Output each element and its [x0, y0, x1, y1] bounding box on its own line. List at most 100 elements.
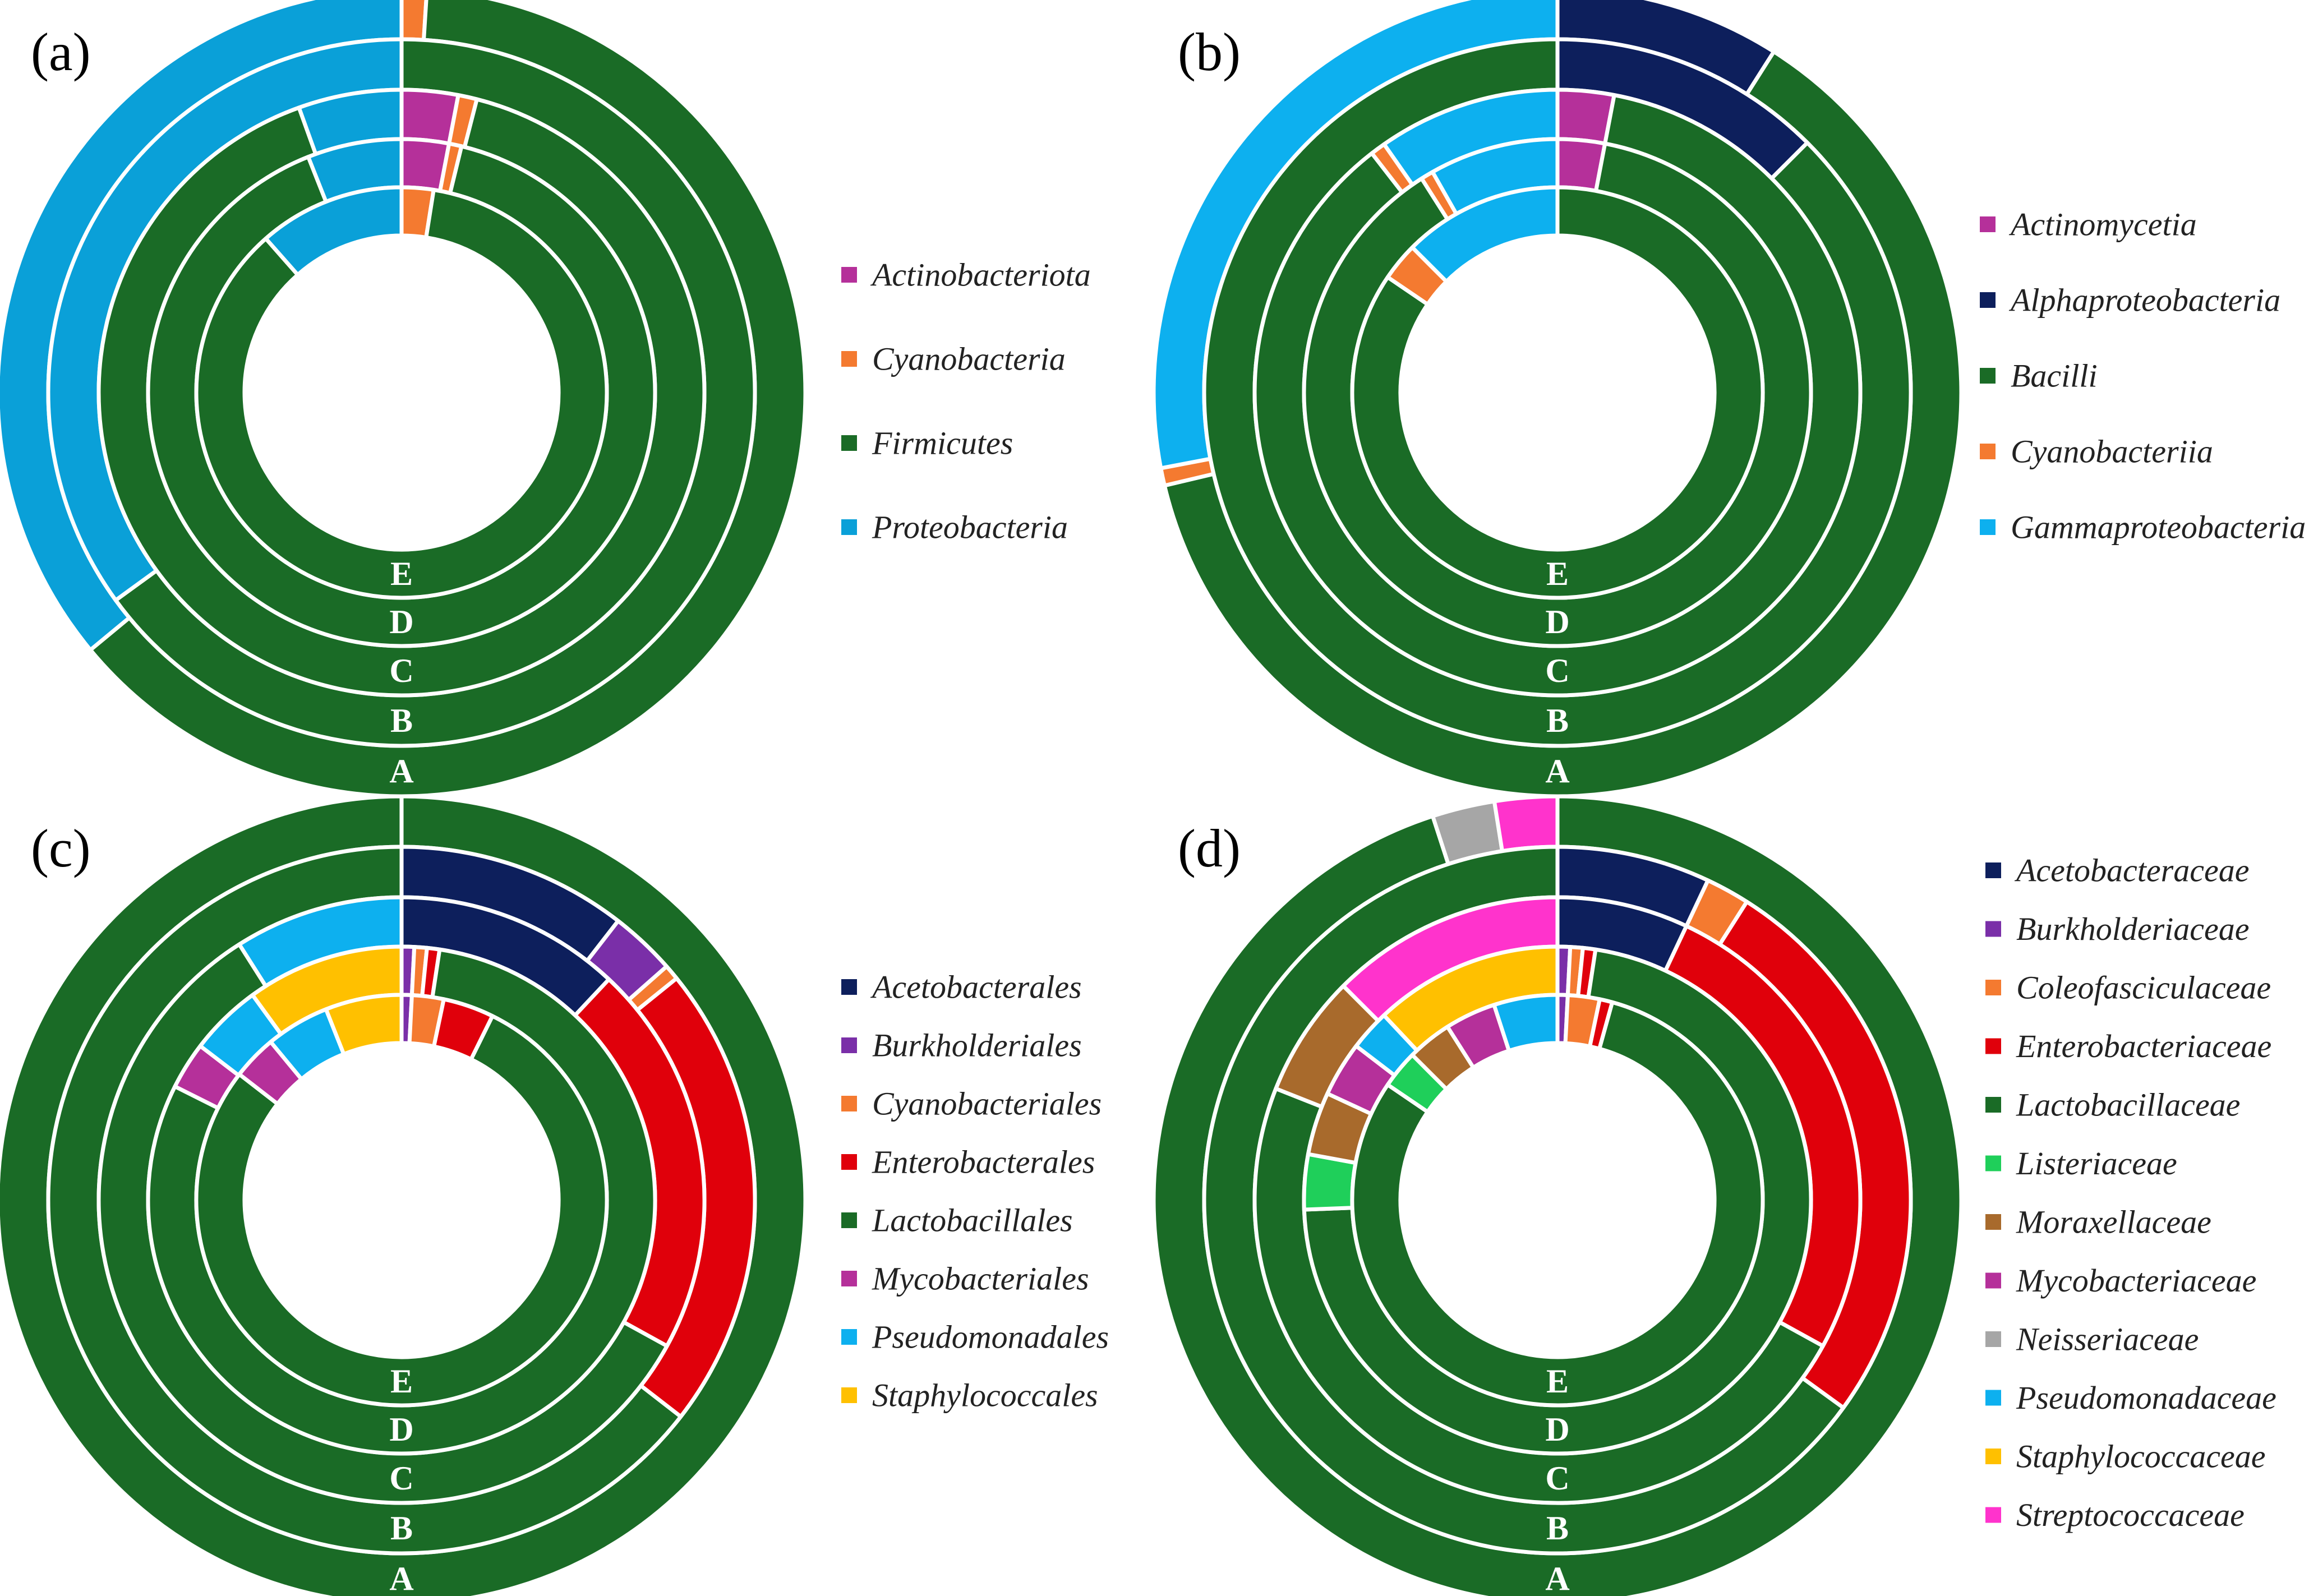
legend-swatch [1985, 1038, 2001, 1054]
legend-swatch [1985, 1272, 2001, 1289]
legend-item-actinobacteriota: Actinobacteriota [841, 257, 1091, 293]
legend-item-lactobacillaceae: Lactobacillaceae [1985, 1087, 2240, 1123]
donut-rings-a [0, 0, 808, 799]
legend-item-neisseriaceae: Neisseriaceae [1985, 1321, 2199, 1358]
legend-swatch [1980, 519, 1996, 535]
legend-swatch [1980, 368, 1996, 384]
ring-label-e: E [390, 1363, 413, 1400]
ring-label-c: C [1545, 1460, 1569, 1497]
legend-item-staphylococcaceae: Staphylococcaceae [1985, 1438, 2265, 1475]
legend-item-cyanobacteriales: Cyanobacteriales [841, 1086, 1102, 1122]
panel-label-b: (b) [1178, 22, 1241, 82]
legend-swatch [841, 1387, 857, 1403]
legend-swatch [841, 979, 857, 995]
legend-swatch [1985, 1331, 2001, 1347]
ring-label-e: E [1546, 1363, 1569, 1400]
slice-e-lactobacillales [194, 1014, 609, 1408]
legend-label: Cyanobacteriia [2011, 433, 2213, 470]
legend-swatch [1985, 1449, 2001, 1464]
legend-label: Coleofasciculaceae [2016, 970, 2271, 1006]
legend-item-pseudomonadaceae: Pseudomonadaceae [1985, 1380, 2276, 1416]
legend-item-mycobacteriales: Mycobacteriales [841, 1261, 1089, 1297]
legend-item-burkholderiaceae: Burkholderiaceae [1985, 911, 2250, 947]
ring-label-c: C [389, 652, 413, 689]
slice-e-staphylococcales [324, 993, 404, 1057]
legend-swatch [1985, 1097, 2001, 1113]
ring-label-d: D [389, 1411, 413, 1448]
legend-item-enterobacteriaceae: Enterobacteriaceae [1985, 1028, 2271, 1064]
slice-e-pseudomonadaceae [1492, 993, 1560, 1053]
panel-label-c: (c) [31, 818, 91, 878]
legend-label: Lactobacillaceae [2016, 1087, 2240, 1123]
ring-label-e: E [1546, 555, 1569, 592]
legend-c: Acetobacterales Burkholderiales Cyanobacte… [841, 969, 1109, 1414]
panel-label-a: (a) [31, 22, 91, 82]
legend-item-acetobacterales: Acetobacterales [841, 969, 1082, 1005]
legend-label: Lactobacillales [872, 1202, 1073, 1239]
legend-swatch [1980, 292, 1996, 308]
legend-item-coleofasciculaceae: Coleofasciculaceae [1985, 970, 2271, 1006]
slice-e-proteobacteria [264, 185, 404, 277]
legend-label: Mycobacteriales [872, 1261, 1089, 1297]
legend-label: Pseudomonadales [872, 1319, 1109, 1355]
legend-label: Mycobacteriaceae [2016, 1262, 2256, 1299]
legend-label: Enterobacteriaceae [2016, 1028, 2271, 1064]
donut-rings-b [1151, 0, 1964, 799]
legend-label: Staphylococcales [872, 1377, 1098, 1414]
legend-a: Actinobacteriota Cyanobacteria Firmicutes P… [841, 257, 1091, 546]
legend-label: Pseudomonadaceae [2016, 1380, 2276, 1416]
legend-label: Gammaproteobacteria [2011, 509, 2306, 546]
legend-swatch [1985, 1155, 2001, 1171]
ring-label-d: D [1545, 1411, 1569, 1448]
legend-swatch [841, 1212, 857, 1228]
legend-label: Streptococcaceae [2016, 1497, 2245, 1533]
ring-label-e: E [390, 555, 413, 592]
legend-label: Staphylococcaceae [2016, 1438, 2265, 1475]
ring-label-a: A [389, 1560, 413, 1596]
legend-swatch [1985, 1214, 2001, 1230]
ring-label-b: B [1546, 702, 1569, 739]
slice-e-gammaproteobacteria [1410, 185, 1560, 284]
ring-label-b: B [390, 1510, 413, 1547]
legend-label: Actinomycetia [2008, 206, 2197, 243]
legend-swatch [1985, 1390, 2001, 1406]
legend-label: Actinobacteriota [870, 257, 1091, 293]
ring-label-c: C [389, 1460, 413, 1497]
slice-e-lactobacillaceae [1350, 1000, 1765, 1408]
legend-swatch [1985, 980, 2001, 995]
legend-swatch [841, 1329, 857, 1345]
legend-item-cyanobacteria: Cyanobacteria [841, 341, 1066, 377]
legend-label: Listeriaceae [2016, 1145, 2177, 1182]
legend-swatch [841, 1271, 857, 1286]
legend-d: Acetobacteraceae Burkholderiaceae Coleofas… [1985, 852, 2276, 1533]
legend-item-bacilli: Bacilli [1980, 358, 2098, 394]
legend-swatch [841, 1096, 857, 1111]
legend-label: Burkholderiales [872, 1027, 1082, 1064]
slice-e-firmicutes [194, 188, 609, 600]
legend-swatch [841, 267, 857, 283]
legend-label: Bacilli [2011, 358, 2098, 394]
ring-label-d: D [389, 603, 413, 640]
legend-item-listeriaceae: Listeriaceae [1985, 1145, 2177, 1182]
legend-swatch [1980, 444, 1996, 459]
legend-swatch [841, 351, 857, 367]
legend-item-streptococcaceae: Streptococcaceae [1985, 1497, 2245, 1533]
legend-item-firmicutes: Firmicutes [841, 425, 1013, 462]
legend-item-actinomycetia: Actinomycetia [1980, 206, 2197, 243]
legend-item-proteobacteria: Proteobacteria [841, 509, 1068, 546]
legend-label: Acetobacteraceae [2014, 852, 2249, 889]
slice-a-streptococcaceae [1492, 794, 1560, 854]
legend-label: Neisseriaceae [2016, 1321, 2199, 1358]
legend-label: Proteobacteria [872, 509, 1068, 546]
legend-swatch [841, 1037, 857, 1053]
legend-label: Acetobacterales [870, 969, 1082, 1005]
legend-item-staphylococcales: Staphylococcales [841, 1377, 1098, 1414]
legend-swatch [1980, 216, 1996, 232]
